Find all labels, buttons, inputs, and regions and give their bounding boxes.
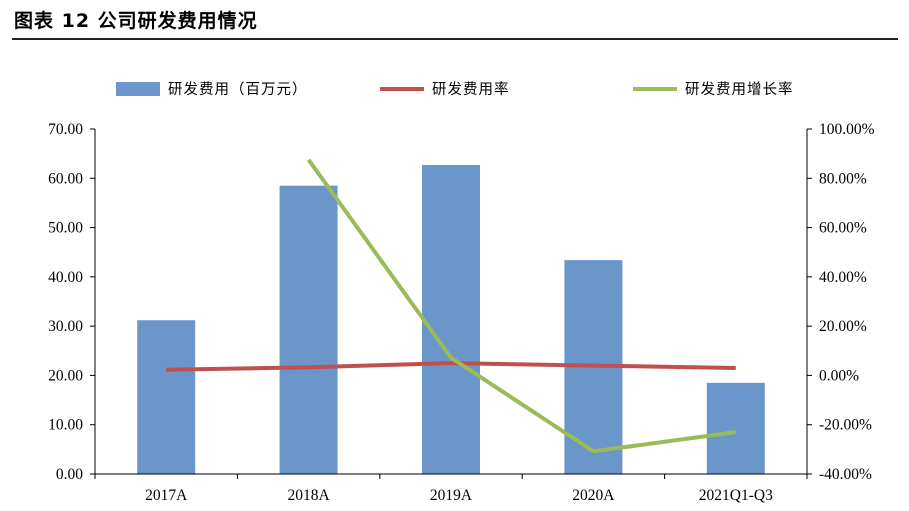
right-tick-label: 80.00%: [819, 170, 867, 187]
right-tick-label: -20.00%: [819, 417, 872, 434]
title-divider: [12, 38, 898, 40]
left-tick-label: 70.00: [48, 121, 83, 138]
left-tick-label: 20.00: [48, 367, 83, 384]
right-tick-label: 100.00%: [819, 121, 875, 138]
legend-swatch-bar: [116, 82, 160, 96]
right-tick-label: 20.00%: [819, 318, 867, 335]
right-tick-label: -40.00%: [819, 466, 872, 483]
bar-2019a: [422, 164, 480, 474]
bar-2017a: [137, 320, 196, 474]
right-tick-label: 60.00%: [819, 220, 867, 237]
rd-expense-ratio-line: [166, 361, 736, 372]
bar-2021q1-q3: [706, 382, 765, 474]
legend-label: 研发费用（百万元）: [168, 81, 308, 98]
legend-label: 研发费用增长率: [685, 81, 794, 98]
bar-2018a: [279, 185, 338, 474]
left-tick-label: 50.00: [48, 220, 83, 237]
left-tick-label: 40.00: [48, 269, 83, 286]
figure-title: 图表 12 公司研发费用情况: [14, 10, 258, 32]
right-tick-label: 40.00%: [819, 269, 867, 286]
x-tick-label: 2018A: [287, 487, 330, 504]
legend-label: 研发费用率: [432, 81, 510, 98]
x-tick-label: 2019A: [430, 487, 473, 504]
right-tick-label: 0.00%: [819, 367, 859, 384]
x-tick-label: 2020A: [572, 487, 615, 504]
rd-expense-growth-line: [306, 158, 737, 454]
left-tick-label: 30.00: [48, 318, 83, 335]
x-tick-label: 2021Q1-Q3: [699, 487, 773, 504]
x-tick-label: 2017A: [145, 487, 188, 504]
left-tick-label: 0.00: [56, 466, 83, 483]
left-tick-label: 60.00: [48, 170, 83, 187]
left-tick-label: 10.00: [48, 417, 83, 434]
